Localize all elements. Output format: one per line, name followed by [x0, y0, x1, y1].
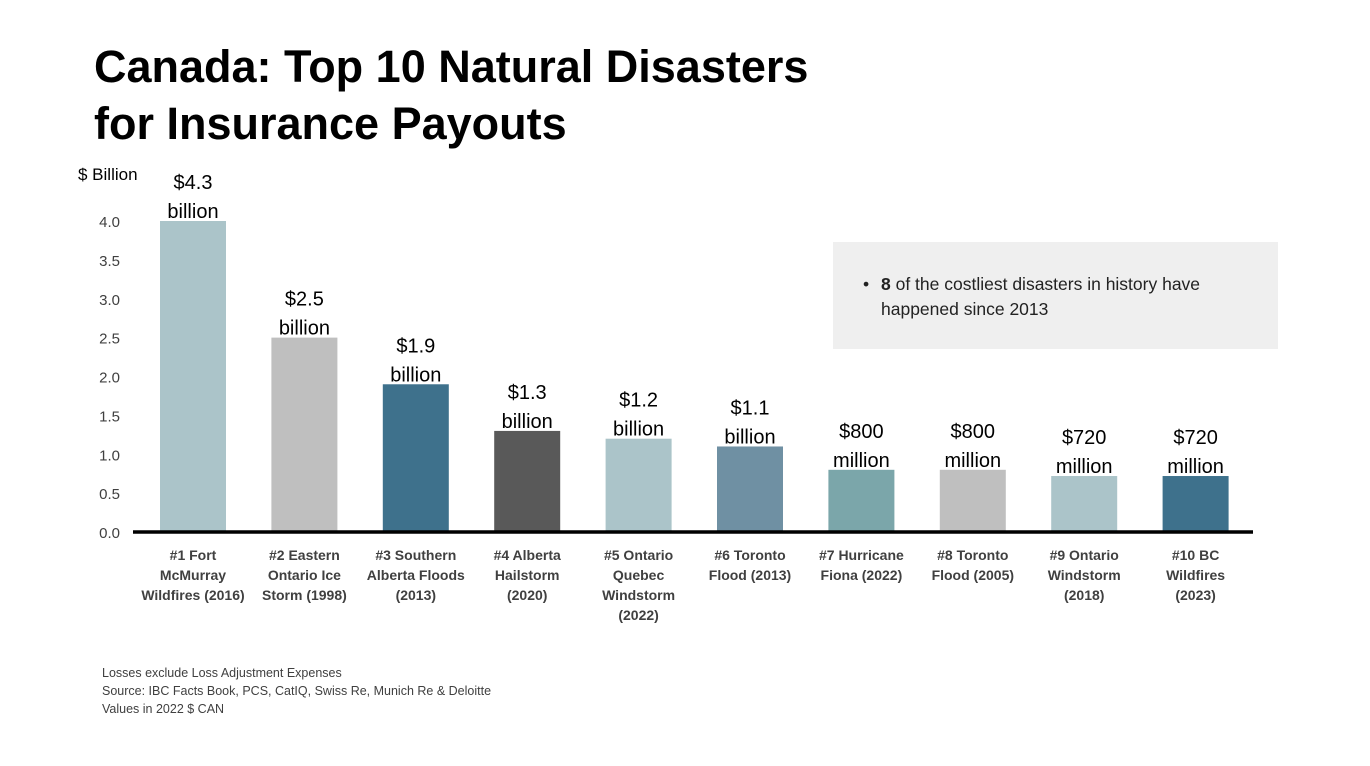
x-tick-label: #4 Alberta Hailstorm (2020): [494, 547, 561, 603]
x-tick-label: #2 Eastern Ontario Ice Storm (1998): [262, 547, 347, 603]
bar: [939, 469, 1006, 532]
y-tick-label: 2.5: [99, 331, 120, 348]
data-label: $1.1 billion: [724, 397, 775, 448]
callout-count: 8: [881, 274, 891, 294]
y-tick-label: 0.5: [99, 486, 120, 503]
data-label: $1.9 billion: [390, 335, 441, 386]
x-tick-label: #8 Toronto Flood (2005): [932, 547, 1014, 583]
bar: [494, 430, 561, 532]
data-label: $720 million: [1056, 427, 1113, 478]
data-label: $1.2 billion: [613, 390, 664, 441]
x-tick-label: #6 Toronto Flood (2013): [709, 547, 791, 583]
bar: [160, 221, 226, 532]
footnote-losses: Losses exclude Loss Adjustment Expenses: [102, 666, 342, 680]
data-label: $720 million: [1167, 427, 1224, 478]
y-tick-label: 0.0: [99, 525, 120, 542]
data-label: $800 million: [833, 421, 890, 472]
x-tick-label: #5 Ontario Quebec Windstorm (2022): [602, 547, 675, 623]
bar: [382, 384, 449, 532]
data-label: $2.5 billion: [279, 289, 330, 340]
footnote-values: Values in 2022 $ CAN: [102, 702, 225, 716]
page-title: Canada: Top 10 Natural Disasters for Ins…: [94, 41, 809, 149]
footnote-source: Source: IBC Facts Book, PCS, CatIQ, Swis…: [102, 684, 492, 698]
bar: [717, 446, 783, 532]
bullet-icon: •: [863, 274, 870, 294]
bar: [1162, 476, 1229, 532]
data-label: $800 million: [944, 421, 1001, 472]
y-tick-label: 3.5: [99, 253, 120, 270]
y-tick-label: 2.0: [99, 370, 120, 387]
bar: [828, 469, 895, 532]
data-label: $1.3 billion: [502, 382, 553, 433]
x-tick-label: #7 Hurricane Fiona (2022): [819, 547, 904, 583]
y-tick-label: 3.0: [99, 292, 120, 309]
y-tick-label: 1.5: [99, 408, 120, 425]
x-tick-label: #10 BC Wildfires (2023): [1166, 547, 1225, 603]
x-tick-label: #1 Fort McMurray Wildfires (2016): [141, 547, 244, 603]
x-tick-label: #3 Southern Alberta Floods (2013): [367, 547, 465, 603]
y-axis-label: $ Billion: [78, 165, 138, 184]
footnotes: Losses exclude Loss Adjustment Expenses …: [102, 664, 491, 718]
callout-box: • 8 of the costliest disasters in histor…: [833, 242, 1278, 349]
bar: [605, 438, 672, 532]
x-tick-label: #9 Ontario Windstorm (2018): [1048, 547, 1121, 603]
y-tick-label: 4.0: [99, 214, 120, 231]
bar: [1051, 476, 1118, 532]
y-tick-label: 1.0: [99, 447, 120, 464]
bar: [271, 337, 338, 532]
data-label: $4.3 billion: [167, 172, 218, 223]
callout-text: of the costliest disasters in history ha…: [881, 274, 1201, 319]
